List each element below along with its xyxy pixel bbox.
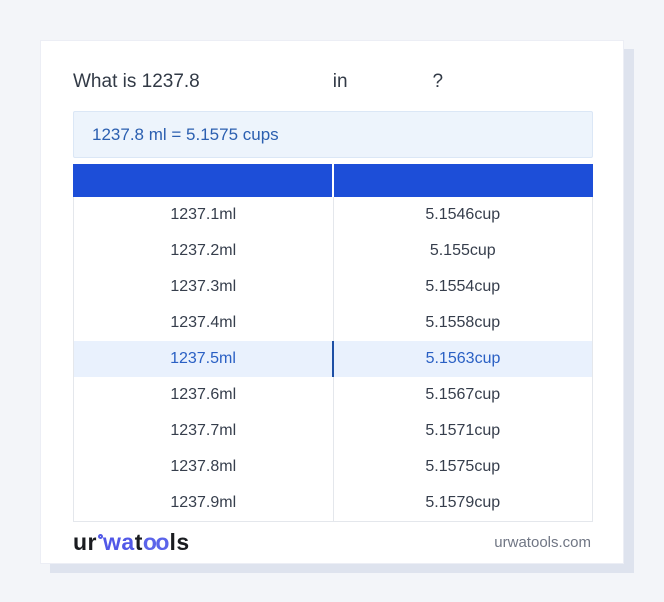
- logo-oo-rings: oo: [142, 528, 170, 555]
- table-row-highlighted[interactable]: 1237.5ml 5.1563cup: [74, 341, 592, 377]
- header-cell-ml: [73, 164, 334, 197]
- ml-cell[interactable]: 1237.3ml: [74, 269, 334, 305]
- card-footer: ur watools urwatools.com: [73, 521, 591, 563]
- table-row[interactable]: 1237.2ml 5.155cup: [74, 233, 592, 269]
- table-row[interactable]: 1237.1ml 5.1546cup: [74, 197, 592, 233]
- table-row[interactable]: 1237.6ml 5.1567cup: [74, 377, 592, 413]
- ml-cell[interactable]: 1237.7ml: [74, 413, 334, 449]
- ml-cell[interactable]: 1237.4ml: [74, 305, 334, 341]
- urwatools-logo[interactable]: ur watools: [73, 529, 190, 556]
- logo-segment-dark: ur: [73, 528, 97, 555]
- conversion-result-text: 1237.8 ml = 5.1575 cups: [92, 124, 279, 144]
- page-title: What is 1237.8 in ?: [73, 71, 591, 93]
- question-prefix: What is 1237.8: [73, 71, 200, 92]
- conversion-result-box: 1237.8 ml = 5.1575 cups: [73, 111, 593, 158]
- ml-cell[interactable]: 1237.6ml: [74, 377, 334, 413]
- table-row[interactable]: 1237.7ml 5.1571cup: [74, 413, 592, 449]
- question-suffix: ?: [432, 71, 444, 92]
- ml-cell[interactable]: 1237.5ml: [74, 341, 334, 377]
- conversion-table: 1237.1ml 5.1546cup 1237.2ml 5.155cup 123…: [73, 164, 593, 522]
- table-body: 1237.1ml 5.1546cup 1237.2ml 5.155cup 123…: [73, 197, 593, 522]
- logo-segment-dark: ls: [169, 528, 190, 555]
- cups-cell[interactable]: 5.1546cup: [425, 206, 501, 223]
- logo-ring-icon: [98, 533, 103, 539]
- table-row[interactable]: 1237.4ml 5.1558cup: [74, 305, 592, 341]
- ml-cell[interactable]: 1237.9ml: [74, 485, 334, 521]
- table-row[interactable]: 1237.9ml 5.1579cup: [74, 485, 592, 521]
- table-row[interactable]: 1237.3ml 5.1554cup: [74, 269, 592, 305]
- table-row[interactable]: 1237.8ml 5.1575cup: [74, 449, 592, 485]
- converter-card: What is 1237.8 in ? 1237.8 ml = 5.1575 c…: [40, 40, 624, 564]
- cups-cell[interactable]: 5.1567cup: [425, 386, 501, 403]
- question-connector: in: [332, 71, 348, 92]
- cups-cell[interactable]: 5.1571cup: [425, 422, 501, 439]
- ml-cell[interactable]: 1237.8ml: [74, 449, 334, 485]
- cups-cell[interactable]: 5.1579cup: [425, 494, 501, 511]
- header-cell-cups: [334, 164, 593, 197]
- cups-cell[interactable]: 5.155cup: [429, 242, 496, 259]
- cups-cell[interactable]: 5.1554cup: [425, 278, 501, 295]
- site-url-text: urwatools.com: [494, 533, 591, 551]
- logo-segment-blue: wa: [103, 528, 135, 555]
- cups-cell[interactable]: 5.1558cup: [425, 314, 501, 331]
- cups-cell[interactable]: 5.1563cup: [425, 350, 501, 367]
- ml-cell[interactable]: 1237.1ml: [74, 197, 334, 233]
- logo-segment-dark: t: [134, 528, 143, 555]
- ml-cell[interactable]: 1237.2ml: [74, 233, 334, 269]
- cups-cell[interactable]: 5.1575cup: [425, 458, 501, 475]
- table-header: [73, 164, 593, 197]
